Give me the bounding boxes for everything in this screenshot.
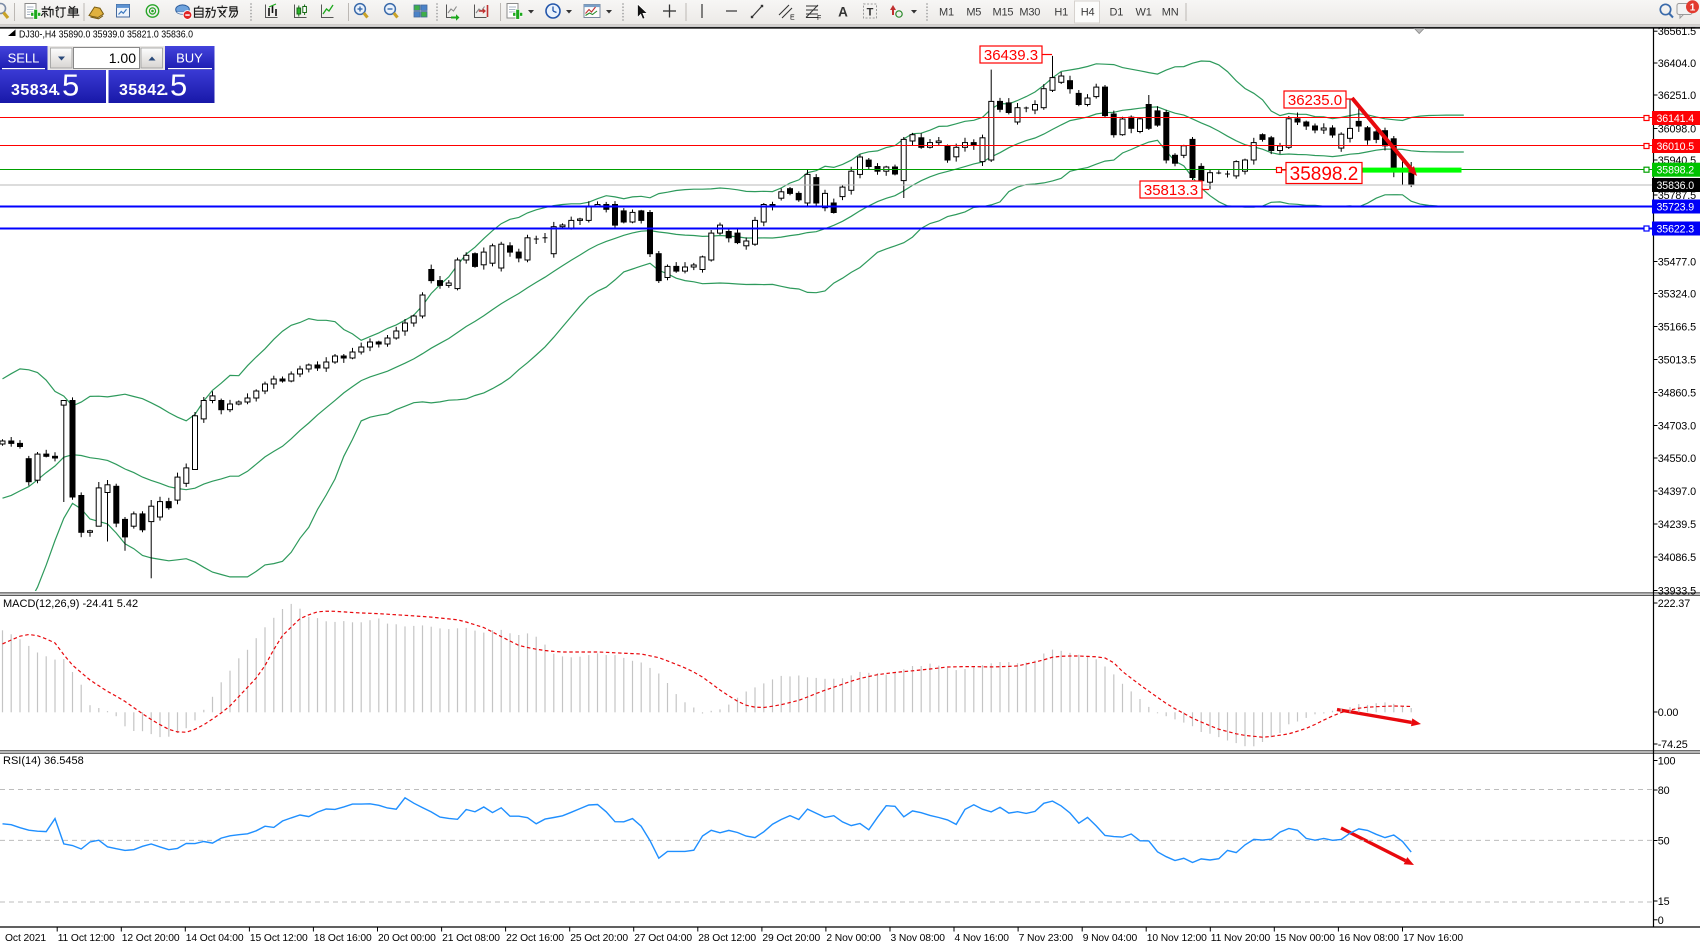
svg-text:35842: 35842 [119, 82, 166, 99]
svg-text:29 Oct 20:00: 29 Oct 20:00 [762, 933, 820, 944]
svg-text:35898.2: 35898.2 [1290, 164, 1359, 185]
svg-text:35836.0: 35836.0 [1657, 180, 1695, 192]
svg-text:.: . [56, 82, 60, 99]
svg-text:7 Nov 23:00: 7 Nov 23:00 [1019, 933, 1074, 944]
svg-text:D1: D1 [1109, 7, 1123, 19]
svg-text:34397.0: 34397.0 [1658, 486, 1696, 498]
svg-text:35723.9: 35723.9 [1657, 202, 1695, 214]
svg-text:M15: M15 [992, 7, 1013, 19]
svg-text:-74.25: -74.25 [1658, 739, 1688, 751]
svg-text:15 Nov 00:00: 15 Nov 00:00 [1275, 933, 1335, 944]
svg-text:35622.3: 35622.3 [1657, 224, 1695, 236]
svg-text:RSI(14) 36.5458: RSI(14) 36.5458 [3, 755, 84, 767]
svg-text:H4: H4 [1081, 7, 1095, 19]
svg-text:16 Nov 08:00: 16 Nov 08:00 [1339, 933, 1399, 944]
svg-text:A: A [838, 5, 848, 20]
svg-text:0.00: 0.00 [1658, 707, 1679, 719]
svg-text:34550.0: 34550.0 [1658, 453, 1696, 465]
svg-text:36235.0: 36235.0 [1288, 92, 1342, 109]
svg-text:35477.0: 35477.0 [1658, 257, 1696, 269]
svg-text:9 Nov 04:00: 9 Nov 04:00 [1083, 933, 1138, 944]
svg-text:35898.2: 35898.2 [1657, 165, 1695, 177]
svg-text:M1: M1 [939, 7, 954, 19]
svg-text:28 Oct 12:00: 28 Oct 12:00 [698, 933, 756, 944]
svg-text:36404.0: 36404.0 [1658, 58, 1696, 70]
svg-text:1: 1 [1690, 3, 1696, 14]
svg-text:5: 5 [170, 68, 187, 103]
svg-text:1.00: 1.00 [109, 50, 136, 66]
svg-text:BUY: BUY [176, 51, 203, 66]
svg-text:35787.5: 35787.5 [1658, 190, 1696, 202]
svg-text:M30: M30 [1019, 7, 1040, 19]
svg-text:50: 50 [1658, 836, 1670, 848]
svg-text:MACD(12,26,9) -24.41 5.42: MACD(12,26,9) -24.41 5.42 [3, 598, 138, 610]
svg-text:35166.5: 35166.5 [1658, 322, 1696, 334]
svg-text:36439.3: 36439.3 [984, 47, 1038, 64]
svg-text:10 Nov 12:00: 10 Nov 12:00 [1147, 933, 1207, 944]
svg-text:15: 15 [1658, 896, 1670, 908]
svg-text:3 Nov 08:00: 3 Nov 08:00 [891, 933, 946, 944]
svg-text:M5: M5 [966, 7, 981, 19]
svg-text:21 Oct 08:00: 21 Oct 08:00 [442, 933, 500, 944]
svg-text:34086.5: 34086.5 [1658, 552, 1696, 564]
svg-text:20 Oct 00:00: 20 Oct 00:00 [378, 933, 436, 944]
svg-text:4 Nov 16:00: 4 Nov 16:00 [955, 933, 1010, 944]
svg-text:H1: H1 [1054, 7, 1068, 19]
svg-text:36098.0: 36098.0 [1658, 124, 1696, 136]
svg-text:25 Oct 20:00: 25 Oct 20:00 [570, 933, 628, 944]
svg-text:33933.5: 33933.5 [1658, 586, 1696, 598]
svg-text:5: 5 [62, 68, 79, 103]
svg-text:35013.5: 35013.5 [1658, 355, 1696, 367]
svg-text:F: F [817, 15, 821, 22]
svg-text:27 Oct 04:00: 27 Oct 04:00 [634, 933, 692, 944]
svg-text:22 Oct 16:00: 22 Oct 16:00 [506, 933, 564, 944]
svg-text:12 Oct 20:00: 12 Oct 20:00 [122, 933, 180, 944]
svg-text:W1: W1 [1136, 7, 1152, 19]
svg-text:35834: 35834 [11, 82, 58, 99]
svg-text:222.37: 222.37 [1658, 598, 1691, 610]
svg-text:100: 100 [1658, 756, 1676, 768]
svg-text:36251.0: 36251.0 [1658, 90, 1696, 102]
svg-text:.: . [164, 82, 168, 99]
svg-text:Oct 2021: Oct 2021 [5, 933, 46, 944]
svg-text:80: 80 [1658, 785, 1670, 797]
svg-text:36141.4: 36141.4 [1657, 113, 1695, 125]
svg-text:34703.0: 34703.0 [1658, 421, 1696, 433]
svg-text:35813.3: 35813.3 [1144, 182, 1198, 199]
svg-text:E: E [790, 15, 795, 22]
svg-text:34239.5: 34239.5 [1658, 519, 1696, 531]
svg-text:11 Nov 20:00: 11 Nov 20:00 [1211, 933, 1271, 944]
svg-text:18 Oct 16:00: 18 Oct 16:00 [314, 933, 372, 944]
svg-text:T: T [867, 7, 874, 19]
svg-text:15 Oct 12:00: 15 Oct 12:00 [250, 933, 308, 944]
svg-text:11 Oct 12:00: 11 Oct 12:00 [58, 933, 115, 944]
svg-text:36561.5: 36561.5 [1658, 26, 1696, 38]
svg-text:34860.5: 34860.5 [1658, 388, 1696, 400]
svg-text:SELL: SELL [8, 51, 40, 66]
svg-text:DJ30-,H4 35890.0 35939.0 3582: DJ30-,H4 35890.0 35939.0 35821.0 35836.0 [19, 29, 193, 41]
svg-text:14 Oct 04:00: 14 Oct 04:00 [186, 933, 244, 944]
svg-text:2 Nov 00:00: 2 Nov 00:00 [826, 933, 881, 944]
svg-text:36010.5: 36010.5 [1657, 141, 1695, 153]
svg-text:17 Nov 16:00: 17 Nov 16:00 [1403, 933, 1463, 944]
svg-text:MN: MN [1162, 7, 1179, 19]
svg-text:0: 0 [1658, 915, 1664, 927]
svg-text:35324.0: 35324.0 [1658, 289, 1696, 301]
